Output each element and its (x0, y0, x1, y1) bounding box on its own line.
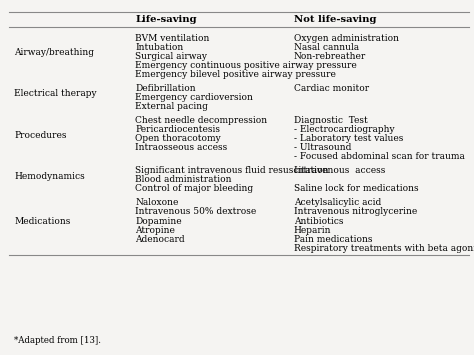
Text: Diagnostic  Test: Diagnostic Test (294, 116, 368, 125)
Text: Naloxone: Naloxone (135, 198, 179, 207)
Text: Hemodynamics: Hemodynamics (14, 172, 85, 181)
Text: - Electrocardiography: - Electrocardiography (294, 125, 394, 134)
Text: Medications: Medications (14, 218, 71, 226)
Text: Emergency bilevel positive airway pressure: Emergency bilevel positive airway pressu… (135, 70, 336, 79)
Text: External pacing: External pacing (135, 102, 208, 111)
Text: Electrical therapy: Electrical therapy (14, 89, 97, 98)
Text: Adenocard: Adenocard (135, 235, 185, 244)
Text: BVM ventilation: BVM ventilation (135, 34, 210, 43)
Text: Intraosseous access: Intraosseous access (135, 143, 228, 152)
Text: *Adapted from [13].: *Adapted from [13]. (14, 336, 101, 345)
Text: Not life-saving: Not life-saving (294, 15, 376, 24)
Text: - Ultrasound: - Ultrasound (294, 143, 351, 152)
Text: Procedures: Procedures (14, 131, 67, 140)
Text: Open thoracotomy: Open thoracotomy (135, 134, 221, 143)
Text: Antibiotics: Antibiotics (294, 217, 343, 225)
Text: Heparin: Heparin (294, 226, 331, 235)
Text: Intravenous  access: Intravenous access (294, 166, 385, 175)
Text: Emergency continuous positive airway pressure: Emergency continuous positive airway pre… (135, 61, 357, 70)
Text: Significant intravenous fluid resuscitation: Significant intravenous fluid resuscitat… (135, 166, 328, 175)
Text: Control of major bleeding: Control of major bleeding (135, 184, 253, 193)
Text: Intubation: Intubation (135, 43, 183, 52)
Text: Airway/breathing: Airway/breathing (14, 48, 94, 57)
Text: Life-saving: Life-saving (135, 15, 197, 24)
Text: Acetylsalicylic acid: Acetylsalicylic acid (294, 198, 381, 207)
Text: Pericardiocentesis: Pericardiocentesis (135, 125, 220, 134)
Text: Dopamine: Dopamine (135, 217, 182, 225)
Text: Pain medications: Pain medications (294, 235, 373, 244)
Text: Atropine: Atropine (135, 226, 175, 235)
Text: Oxygen administration: Oxygen administration (294, 34, 399, 43)
Text: Intravenous nitroglycerine: Intravenous nitroglycerine (294, 207, 417, 217)
Text: Surgical airway: Surgical airway (135, 52, 207, 61)
Text: Defibrillation: Defibrillation (135, 84, 196, 93)
Text: Emergency cardioversion: Emergency cardioversion (135, 93, 253, 102)
Text: Chest needle decompression: Chest needle decompression (135, 116, 267, 125)
Text: - Focused abdominal scan for trauma: - Focused abdominal scan for trauma (294, 152, 465, 161)
Text: Cardiac monitor: Cardiac monitor (294, 84, 369, 93)
Text: Nasal cannula: Nasal cannula (294, 43, 359, 52)
Text: Saline lock for medications: Saline lock for medications (294, 184, 419, 193)
Text: Respiratory treatments with beta agonis: Respiratory treatments with beta agonis (294, 244, 474, 253)
Text: Blood administration: Blood administration (135, 175, 232, 184)
Text: - Laboratory test values: - Laboratory test values (294, 134, 403, 143)
Text: Non-rebreather: Non-rebreather (294, 52, 366, 61)
Text: Intravenous 50% dextrose: Intravenous 50% dextrose (135, 207, 256, 217)
